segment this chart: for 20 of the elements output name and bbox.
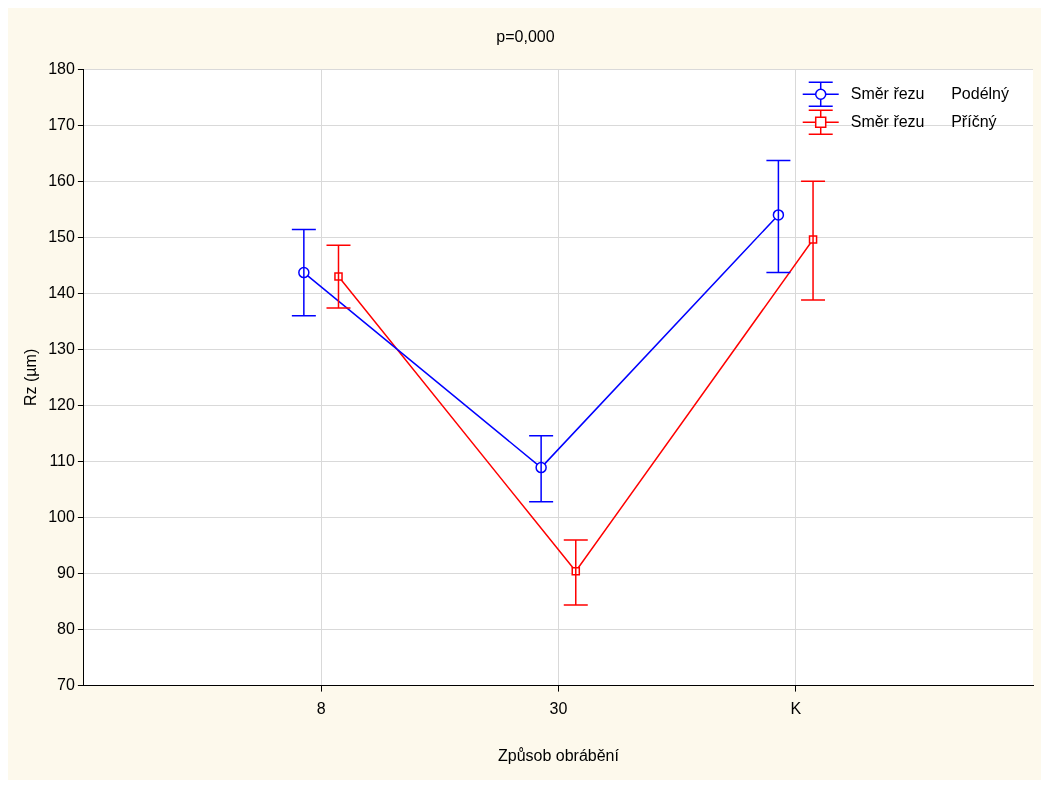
y-tick-label: 100 [48, 507, 75, 525]
x-tick-label: K [790, 699, 802, 717]
y-tick-label: 70 [57, 676, 75, 694]
x-axis-title: Způsob obrábění [497, 746, 620, 764]
y-tick-label: 140 [48, 283, 75, 301]
y-tick-label: 90 [57, 563, 75, 581]
y-tick-label: 180 [48, 59, 75, 77]
y-tick-label: 160 [48, 171, 75, 189]
y-tick-label: 130 [48, 339, 75, 357]
x-tick-label: 8 [316, 699, 326, 717]
x-tick-label: 30 [549, 699, 568, 717]
y-tick-label: 150 [48, 227, 75, 245]
y-tick-label: 110 [49, 451, 75, 469]
y-tick-label: 170 [48, 115, 75, 133]
y-axis-title: Rz (µm) [22, 348, 40, 406]
y-tick-label: 80 [57, 619, 75, 637]
legend-label: Směr řezu Podélný [850, 84, 1010, 102]
chart-title: p=0,000 [496, 28, 555, 46]
y-tick-label: 120 [48, 395, 75, 413]
legend-label: Směr řezu Příčný [850, 112, 997, 130]
